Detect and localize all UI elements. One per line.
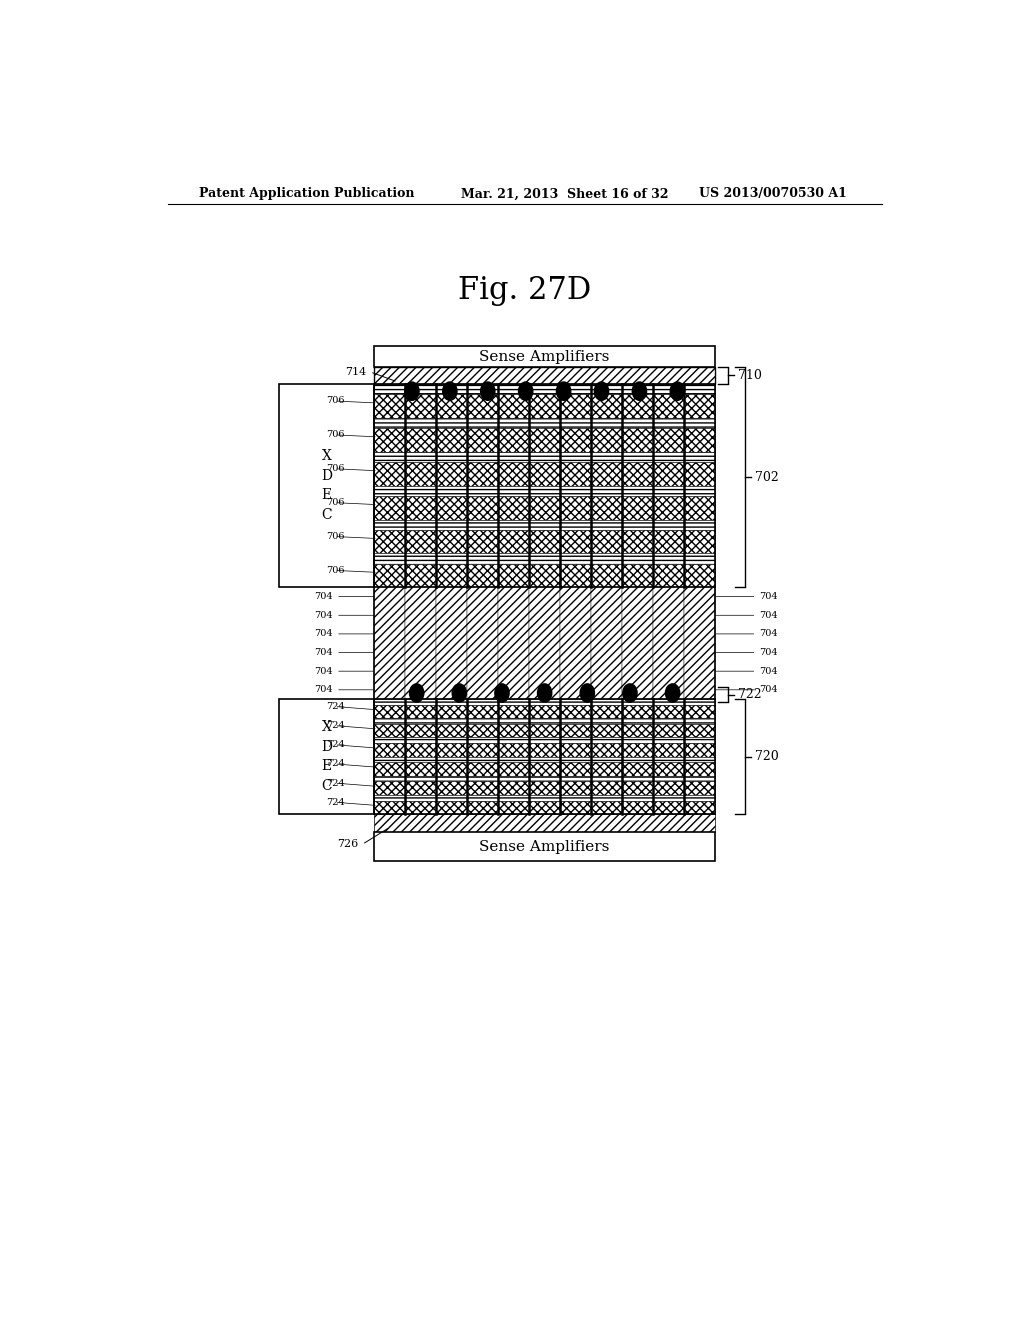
Bar <box>374 762 715 776</box>
Bar <box>279 700 374 814</box>
Circle shape <box>404 381 419 400</box>
Text: Patent Application Publication: Patent Application Publication <box>200 187 415 201</box>
Text: 704: 704 <box>314 593 333 601</box>
Bar <box>374 529 715 553</box>
Bar <box>406 587 436 700</box>
Circle shape <box>442 381 457 400</box>
Bar <box>374 520 715 529</box>
Circle shape <box>453 684 467 702</box>
Text: 722: 722 <box>738 688 762 701</box>
Text: 704: 704 <box>314 685 333 694</box>
Text: 724: 724 <box>327 759 345 768</box>
Text: 704: 704 <box>759 685 777 694</box>
Circle shape <box>632 381 646 400</box>
Text: Mar. 21, 2013  Sheet 16 of 32: Mar. 21, 2013 Sheet 16 of 32 <box>461 187 669 201</box>
Circle shape <box>623 684 637 702</box>
Bar <box>623 587 653 700</box>
Bar <box>374 743 715 756</box>
Bar <box>560 587 591 700</box>
Bar <box>374 346 715 367</box>
Text: 724: 724 <box>327 741 345 750</box>
Circle shape <box>410 684 424 702</box>
Bar <box>374 451 715 462</box>
Bar <box>374 418 715 428</box>
Bar <box>374 781 715 795</box>
Circle shape <box>495 684 509 702</box>
Text: 710: 710 <box>738 368 762 381</box>
Text: 724: 724 <box>327 779 345 788</box>
Text: 706: 706 <box>327 498 345 507</box>
Bar <box>374 814 715 833</box>
Bar <box>374 756 715 762</box>
Text: 702: 702 <box>755 470 778 483</box>
Bar <box>374 700 715 705</box>
Bar <box>374 587 406 700</box>
Text: Sense Amplifiers: Sense Amplifiers <box>479 840 610 854</box>
Bar <box>374 723 715 738</box>
Bar <box>374 800 715 814</box>
Text: 706: 706 <box>327 465 345 474</box>
Bar <box>591 587 623 700</box>
Text: 704: 704 <box>314 648 333 657</box>
Text: Sense Amplifiers: Sense Amplifiers <box>479 350 610 363</box>
Text: 724: 724 <box>327 702 345 711</box>
Bar <box>653 587 684 700</box>
Text: 726: 726 <box>337 840 358 850</box>
Text: 706: 706 <box>327 396 345 405</box>
Bar <box>374 367 715 384</box>
Bar <box>529 587 560 700</box>
Text: 704: 704 <box>314 611 333 620</box>
Bar <box>374 384 715 587</box>
Bar <box>374 486 715 496</box>
Text: 706: 706 <box>327 566 345 576</box>
Text: X
D
E
C: X D E C <box>321 721 332 793</box>
Circle shape <box>480 381 495 400</box>
Circle shape <box>556 381 570 400</box>
Bar <box>684 587 715 700</box>
Bar <box>374 395 715 418</box>
Circle shape <box>670 381 684 400</box>
Bar <box>374 564 715 587</box>
Text: 704: 704 <box>759 667 777 676</box>
Text: 704: 704 <box>314 667 333 676</box>
Text: 706: 706 <box>327 532 345 541</box>
Text: 704: 704 <box>759 611 777 620</box>
Circle shape <box>594 381 608 400</box>
Bar <box>374 384 715 395</box>
Bar <box>498 587 529 700</box>
Bar <box>374 718 715 723</box>
Text: 724: 724 <box>327 721 345 730</box>
Bar <box>374 738 715 743</box>
Text: 704: 704 <box>314 630 333 639</box>
Text: US 2013/0070530 A1: US 2013/0070530 A1 <box>699 187 847 201</box>
Circle shape <box>666 684 680 702</box>
Bar <box>374 705 715 718</box>
Circle shape <box>518 381 532 400</box>
Text: 704: 704 <box>759 630 777 639</box>
Bar <box>374 833 715 861</box>
Text: Fig. 27D: Fig. 27D <box>458 275 592 306</box>
Text: 706: 706 <box>327 430 345 440</box>
Text: 714: 714 <box>345 367 367 376</box>
Bar <box>374 553 715 564</box>
Text: X
D
E
C: X D E C <box>321 449 332 521</box>
Circle shape <box>538 684 552 702</box>
Bar <box>467 587 498 700</box>
Text: 724: 724 <box>327 797 345 807</box>
Bar <box>374 428 715 451</box>
Bar <box>374 462 715 486</box>
Bar <box>374 496 715 520</box>
Text: 704: 704 <box>759 593 777 601</box>
Bar <box>279 384 374 587</box>
Text: 720: 720 <box>755 750 778 763</box>
Text: 704: 704 <box>759 648 777 657</box>
Bar <box>374 795 715 800</box>
Bar <box>436 587 467 700</box>
Circle shape <box>581 684 595 702</box>
Bar <box>374 776 715 781</box>
Bar <box>374 700 715 814</box>
